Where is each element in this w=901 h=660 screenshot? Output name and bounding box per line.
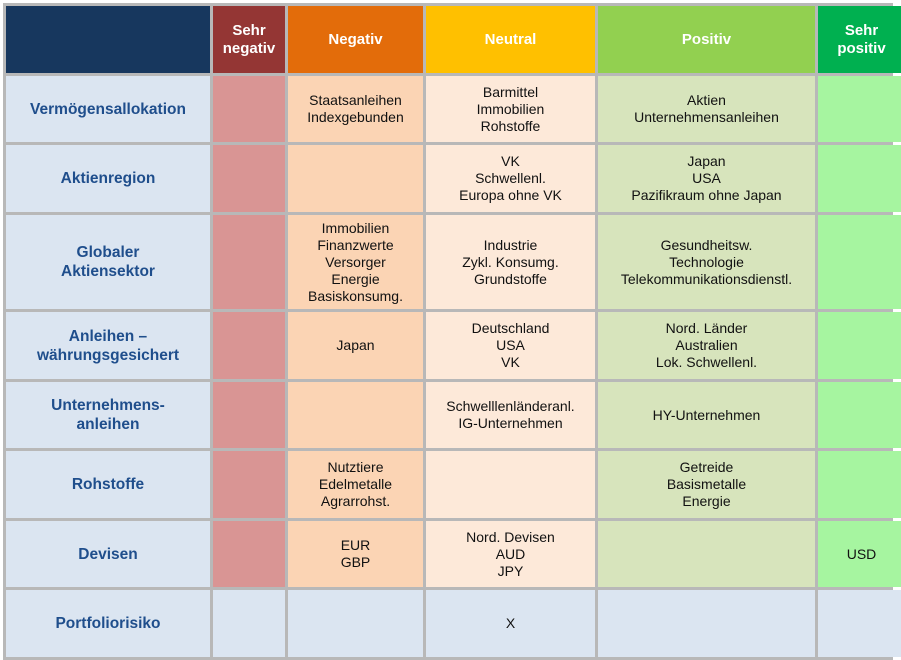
cell-unternehmensanleihen-positiv: HY-Unternehmen [598,382,815,448]
row-label-aktienregion: Aktienregion [6,145,210,212]
row-label-unternehmensanleihen: Unternehmens- anleihen [6,382,210,448]
cell-vermoegensallokation-positiv: Aktien Unternehmensanleihen [598,76,815,142]
cell-vermoegensallokation-sehr-positiv [818,76,901,142]
row-label-rohstoffe: Rohstoffe [6,451,210,518]
cell-devisen-sehr-negativ [213,521,285,587]
cell-devisen-negativ: EUR GBP [288,521,423,587]
cell-aktienregion-sehr-positiv [818,145,901,212]
cell-rohstoffe-positiv: Getreide Basismetalle Energie [598,451,815,518]
cell-anleihen-neutral: Deutschland USA VK [426,312,595,379]
row-label-devisen: Devisen [6,521,210,587]
cell-rohstoffe-negativ: Nutztiere Edelmetalle Agrarrohst. [288,451,423,518]
header-corner [6,6,210,73]
cell-vermoegensallokation-negativ: Staatsanleihen Indexgebunden [288,76,423,142]
cell-portfoliorisiko-positiv [598,590,815,657]
cell-anleihen-sehr-positiv [818,312,901,379]
cell-unternehmensanleihen-sehr-positiv [818,382,901,448]
cell-aktiensektor-sehr-negativ [213,215,285,309]
cell-aktienregion-positiv: Japan USA Pazifikraum ohne Japan [598,145,815,212]
header-neutral: Neutral [426,6,595,73]
cell-aktiensektor-negativ: Immobilien Finanzwerte Versorger Energie… [288,215,423,309]
row-label-portfoliorisiko: Portfoliorisiko [6,590,210,657]
header-negativ: Negativ [288,6,423,73]
cell-devisen-positiv [598,521,815,587]
cell-vermoegensallokation-neutral: Barmittel Immobilien Rohstoffe [426,76,595,142]
cell-portfoliorisiko-sehr-positiv [818,590,901,657]
row-label-vermoegensallokation: Vermögensallokation [6,76,210,142]
cell-aktienregion-negativ [288,145,423,212]
cell-aktiensektor-sehr-positiv [818,215,901,309]
cell-devisen-neutral: Nord. Devisen AUD JPY [426,521,595,587]
cell-unternehmensanleihen-neutral: Schwelllenländeranl. IG-Unternehmen [426,382,595,448]
cell-aktiensektor-positiv: Gesundheitsw. Technologie Telekommunikat… [598,215,815,309]
cell-unternehmensanleihen-sehr-negativ [213,382,285,448]
cell-anleihen-negativ: Japan [288,312,423,379]
header-positiv: Positiv [598,6,815,73]
cell-portfoliorisiko-neutral: X [426,590,595,657]
cell-devisen-sehr-positiv: USD [818,521,901,587]
cell-aktienregion-neutral: VK Schwellenl. Europa ohne VK [426,145,595,212]
cell-unternehmensanleihen-negativ [288,382,423,448]
cell-aktienregion-sehr-negativ [213,145,285,212]
header-sehr-positiv: Sehr positiv [818,6,901,73]
allocation-table: Sehr negativ Negativ Neutral Positiv Seh… [3,3,901,660]
row-label-anleihen-waehrungsgesichert: Anleihen – währungsgesichert [6,312,210,379]
row-label-globaler-aktiensektor: Globaler Aktiensektor [6,215,210,309]
cell-aktiensektor-neutral: Industrie Zykl. Konsumg. Grundstoffe [426,215,595,309]
cell-rohstoffe-sehr-positiv [818,451,901,518]
cell-portfoliorisiko-sehr-negativ [213,590,285,657]
cell-rohstoffe-neutral [426,451,595,518]
cell-rohstoffe-sehr-negativ [213,451,285,518]
cell-portfoliorisiko-negativ [288,590,423,657]
cell-anleihen-sehr-negativ [213,312,285,379]
header-sehr-negativ: Sehr negativ [213,6,285,73]
cell-vermoegensallokation-sehr-negativ [213,76,285,142]
cell-anleihen-positiv: Nord. Länder Australien Lok. Schwellenl. [598,312,815,379]
